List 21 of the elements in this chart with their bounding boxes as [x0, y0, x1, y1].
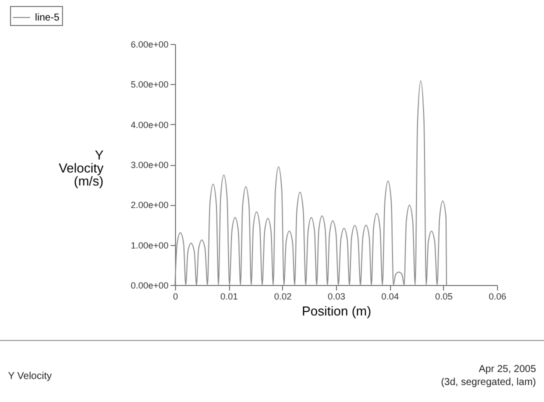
y-tick-label: 1.00e+00	[130, 240, 168, 250]
x-tick-label: 0	[172, 292, 178, 302]
x-tick-label: 0.02	[274, 292, 292, 302]
x-tick-label: 0.03	[328, 292, 346, 302]
x-tick-label: 0.06	[488, 292, 506, 302]
y-tick-label: 4.00e+00	[130, 120, 168, 130]
y-tick-label: 5.00e+00	[130, 80, 168, 90]
legend-label: line-5	[35, 12, 60, 24]
y-axis-title: Y Velocity (m/s)	[58, 148, 104, 188]
line-series	[174, 80, 448, 286]
x-tick-label: 0.01	[220, 292, 238, 302]
x-tick-label: 0.05	[435, 292, 453, 302]
text: (3d, segregated, lam)	[440, 376, 536, 389]
text: Apr 25, 2005	[478, 363, 536, 376]
y-tick-label: 3.00e+00	[130, 160, 168, 170]
x-axis-title: Position (m)	[302, 304, 372, 318]
y-tick-label: 0.00e+00	[130, 280, 168, 290]
y-tick-label: 2.00e+00	[130, 200, 168, 210]
text: Y Velocity	[8, 371, 52, 382]
x-tick-label: 0.04	[381, 292, 399, 302]
y-tick-label: 6.00e+00	[130, 40, 168, 50]
